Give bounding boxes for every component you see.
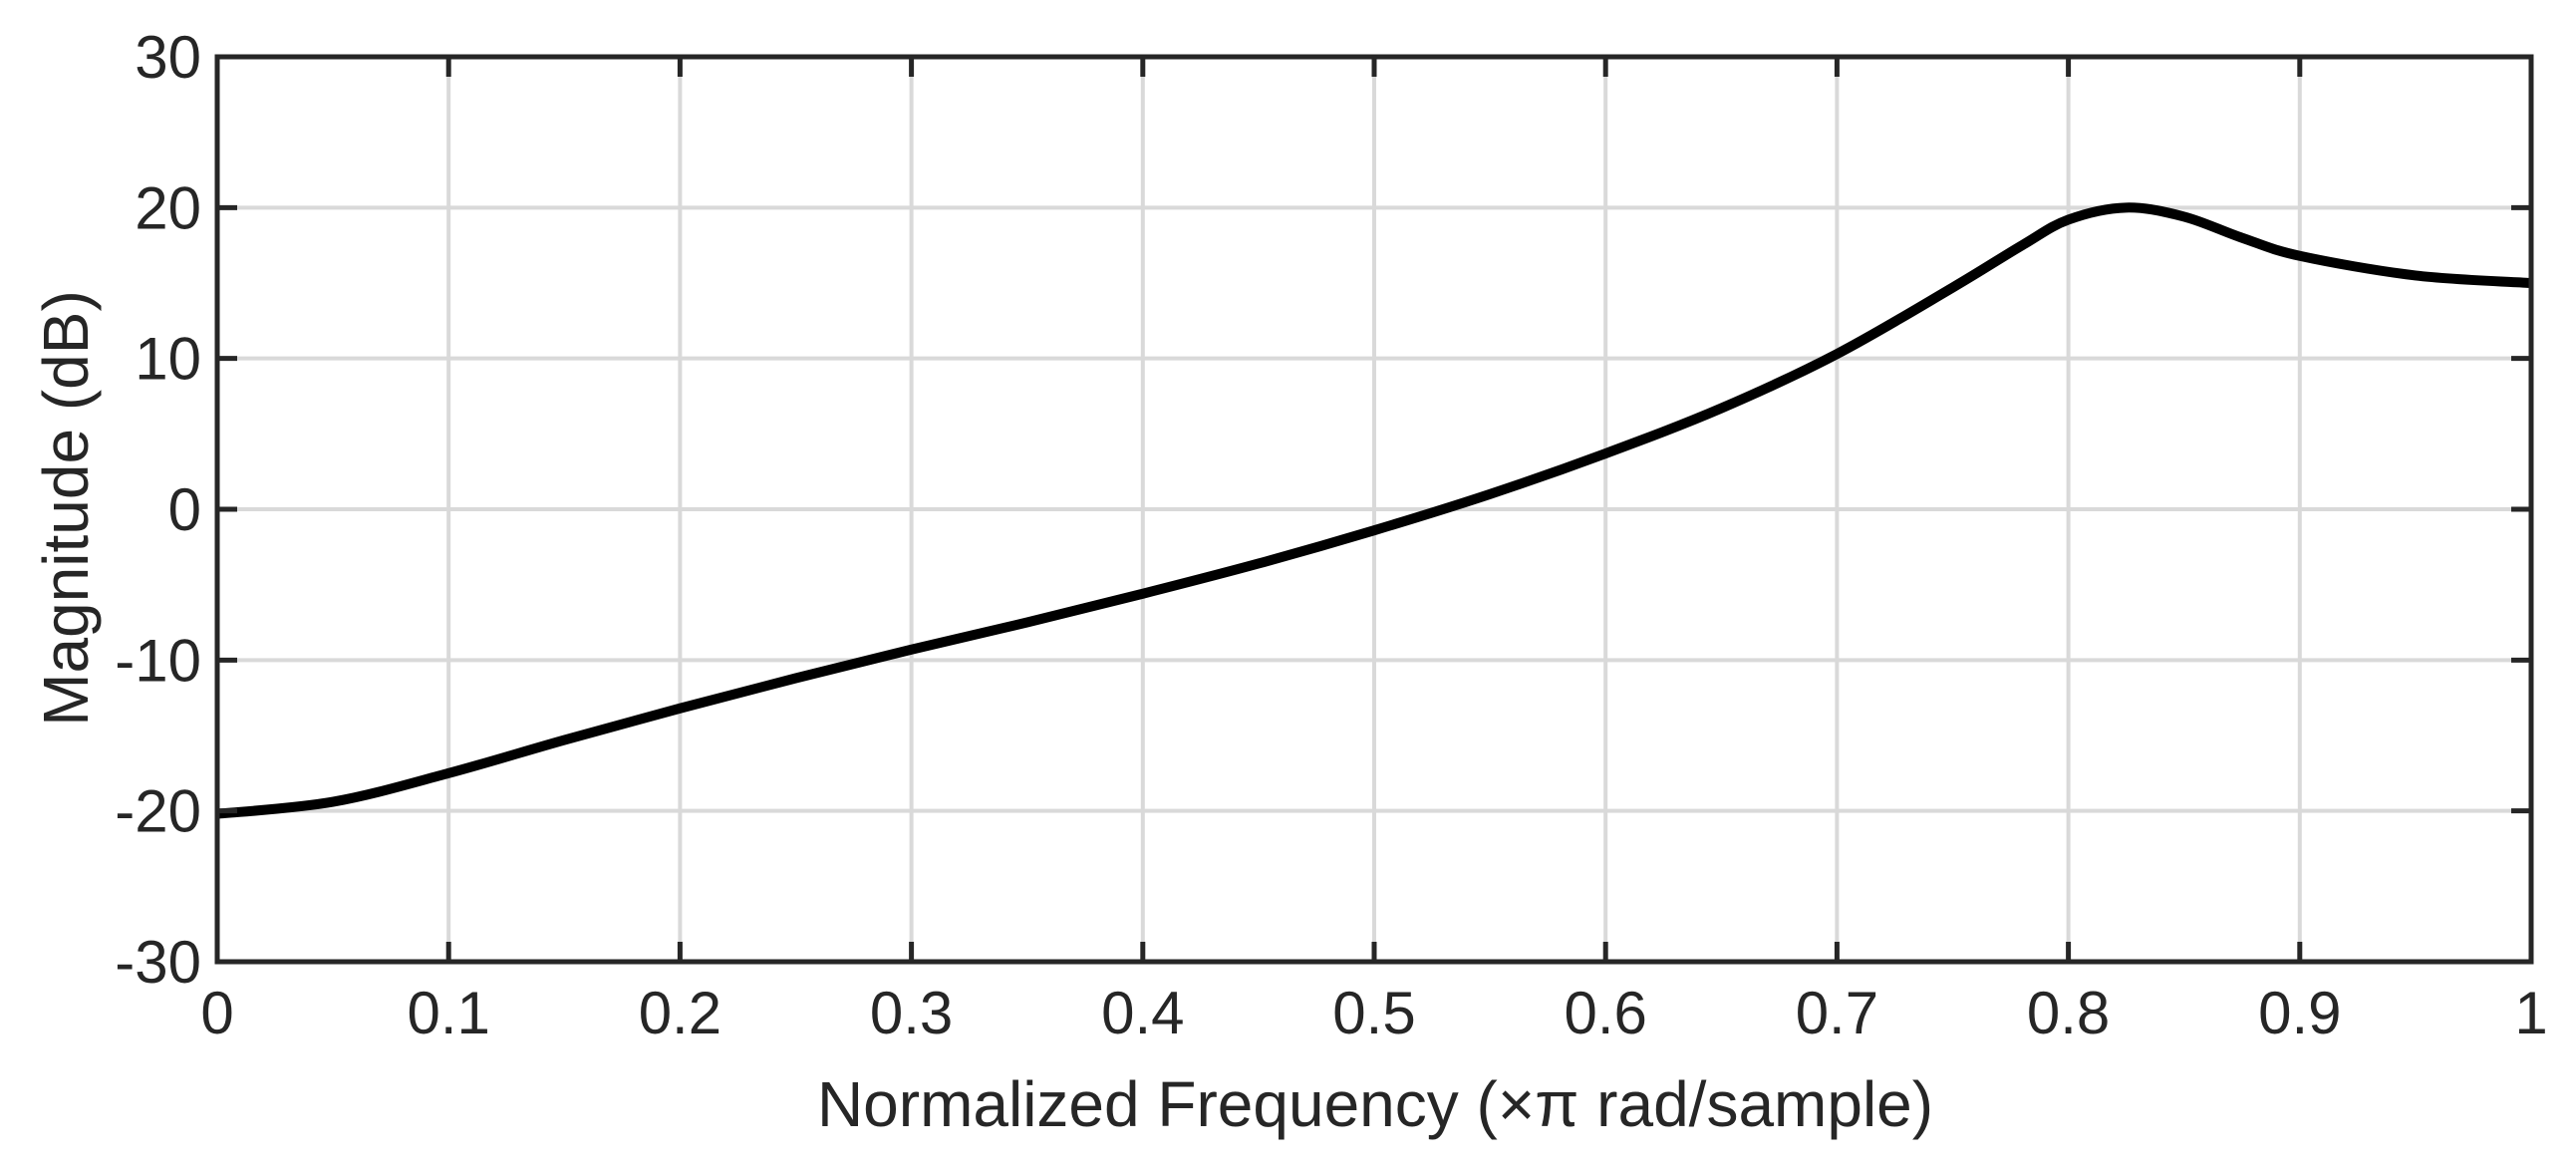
x-tick-label: 0.1 xyxy=(407,980,489,1046)
magnitude-response-line xyxy=(216,202,2532,819)
series-layer xyxy=(216,202,2532,819)
grid-layer xyxy=(217,57,2531,962)
y-tick-label: -20 xyxy=(115,778,201,845)
x-tick-label: 0 xyxy=(200,980,233,1046)
x-tick-label: 0.8 xyxy=(2027,980,2110,1046)
tick-label-layer: 0 0.1 0.2 0.3 0.4 0.5 0.6 0.7 0.8 0.9 1 -30 -20 -10 0 1… xyxy=(115,24,2547,1046)
axes-layer xyxy=(214,54,2534,965)
y-tick-label: 0 xyxy=(168,476,201,543)
x-tick-label: 0.5 xyxy=(1332,980,1415,1046)
x-tick-label: 0.6 xyxy=(1564,980,1646,1046)
x-tick-label: 0.9 xyxy=(2258,980,2341,1046)
x-tick-label: 0.3 xyxy=(870,980,953,1046)
y-tick-label: 10 xyxy=(135,326,201,393)
x-tick-label: 0.7 xyxy=(1796,980,1878,1046)
x-axis-title: Normalized Frequency (×π rad/sample) xyxy=(817,1068,1933,1140)
y-tick-label: 30 xyxy=(135,24,201,91)
y-axis-title: Magnitude (dB) xyxy=(30,290,102,727)
y-tick-label: -10 xyxy=(115,627,201,694)
y-tick-label: 20 xyxy=(135,174,201,241)
x-tick-label: 0.4 xyxy=(1101,980,1184,1046)
x-tick-label: 0.2 xyxy=(639,980,721,1046)
x-tick-label: 1 xyxy=(2514,980,2547,1046)
y-tick-label: -30 xyxy=(115,929,201,996)
